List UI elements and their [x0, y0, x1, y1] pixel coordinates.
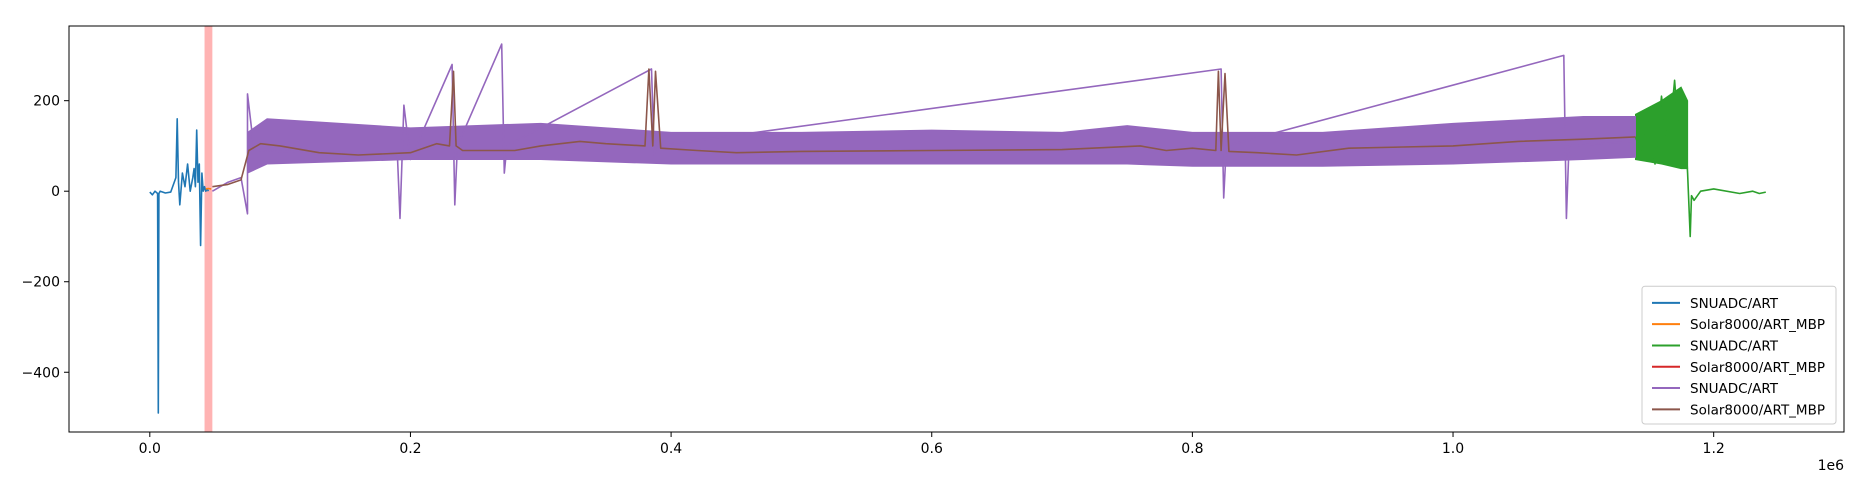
legend-label-6: Solar8000/ART_MBP — [1690, 402, 1825, 418]
y-tick-label: 0 — [51, 184, 60, 200]
x-tick-label: 1.0 — [1442, 441, 1464, 457]
plot-frame — [68, 25, 1845, 433]
series-3-line — [1634, 79, 1766, 238]
legend-label-5: SNUADC/ART — [1690, 381, 1779, 397]
series-6-line — [212, 68, 1636, 188]
y-tick-label: −400 — [22, 365, 60, 381]
series-5-line — [212, 43, 1636, 220]
y-tick-label: −200 — [22, 275, 60, 291]
legend-box — [1641, 285, 1837, 425]
x-tick-label: 0.4 — [660, 441, 682, 457]
legend-label-2: Solar8000/ART_MBP — [1690, 317, 1825, 333]
legend-label-3: SNUADC/ART — [1690, 338, 1779, 354]
series-1-line — [149, 118, 210, 414]
highlight-span — [204, 26, 213, 432]
legend-label-4: Solar8000/ART_MBP — [1690, 360, 1825, 376]
x-tick-label: 0.6 — [921, 441, 943, 457]
x-tick-label: 0.2 — [399, 441, 421, 457]
y-tick-label: 200 — [33, 94, 60, 110]
x-tick-label: 1.2 — [1703, 441, 1725, 457]
legend-label-1: SNUADC/ART — [1690, 296, 1779, 312]
x-tick-label: 0.8 — [1181, 441, 1203, 457]
x-offset-label: 1e6 — [1818, 458, 1845, 474]
x-tick-label: 0.0 — [139, 441, 161, 457]
